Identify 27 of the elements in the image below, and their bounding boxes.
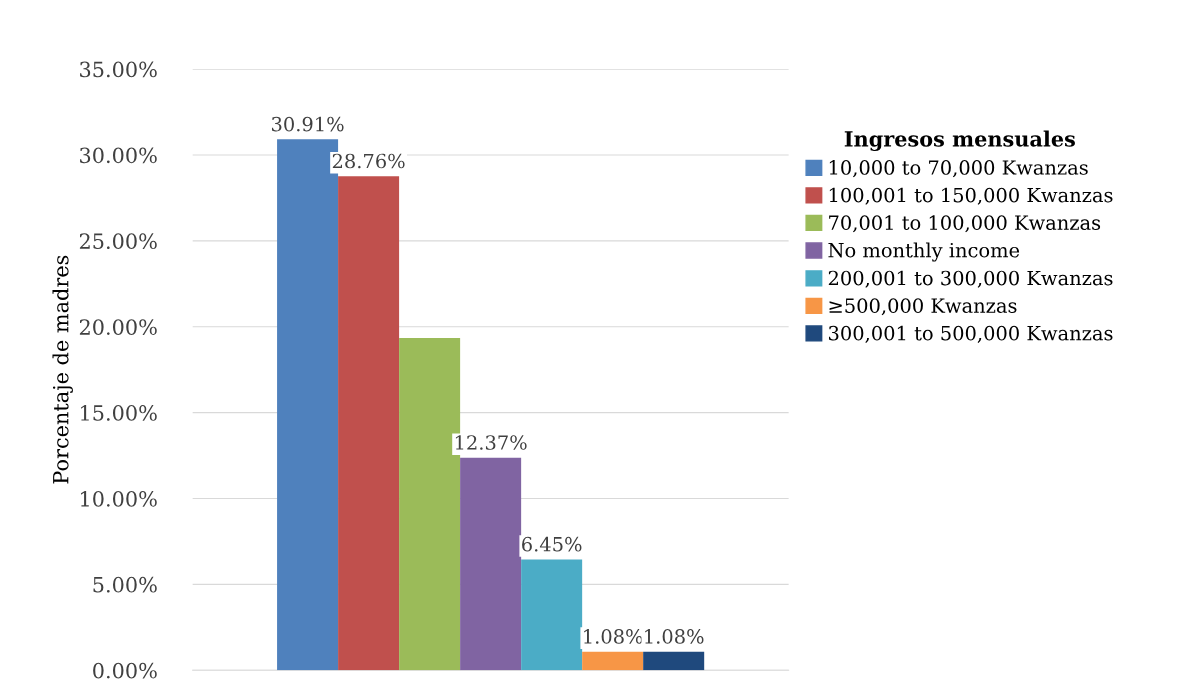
y-tick-label: 25.00% [79,233,157,250]
bar [521,559,583,671]
legend-label: 300,001 to 500,000 Kwanzas [828,325,1113,343]
legend-label: No monthly income [828,242,1020,262]
y-tick-label: 5.00% [93,576,157,593]
data-label: 28.76% [332,153,405,169]
y-tick-label: 15.00% [81,405,157,421]
legend-label: ≥500,000 Kwanzas [829,298,1017,316]
data-label: 12.37% [455,435,527,450]
bar [460,457,522,671]
y-tick-label: 10.00% [81,490,157,507]
data-label: 1.08% [584,629,643,644]
data-label: 6.45% [522,536,582,552]
y-tick-label: 20.00% [79,319,157,335]
data-label: 1.08% [645,629,704,644]
legend-title: Ingresos mensuales [844,130,1075,152]
legend-label: 200,001 to 300,000 Kwanzas [828,270,1113,288]
legend-label: 100,001 to 150,000 Kwanzas [829,187,1113,205]
y-tick-label: 35.00% [80,61,157,78]
bar [643,651,705,671]
legend-label: 10,000 to 70,000 Kwanzas [829,160,1088,178]
y-axis-title: Porcentaje de madres [52,255,73,484]
data-label: 30.91% [271,116,344,132]
y-tick-label: 30.00% [80,147,157,164]
y-tick-label: 0.00% [93,662,157,679]
legend-label: 70,001 to 100,000 Kwanzas [829,215,1101,233]
bar [582,651,644,671]
